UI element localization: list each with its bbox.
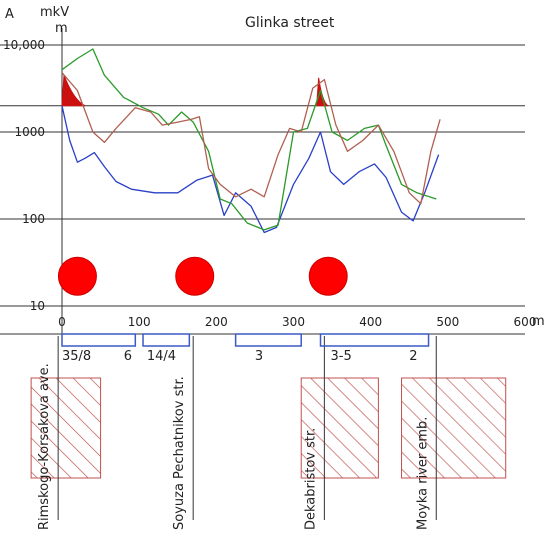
segment-label: 3 — [255, 349, 263, 364]
x-unit: m — [532, 314, 545, 329]
segment-label: 14/4 — [147, 349, 176, 364]
street-hatch-areas — [30, 377, 507, 479]
segment-box — [61, 333, 137, 347]
street-hatch — [30, 377, 102, 479]
segment-box — [319, 333, 430, 347]
series-lines — [61, 48, 441, 234]
chart-text: Glinka street A mkV m m 10,0001000100100… — [3, 5, 545, 530]
series-line — [61, 72, 441, 205]
y-tick-label: 10,000 — [3, 38, 45, 52]
marker-circle — [175, 256, 215, 296]
y-unit-a: A — [5, 7, 14, 22]
x-tick-label: 300 — [282, 315, 305, 329]
marker-circle — [308, 256, 348, 296]
street-label: Rimskogo-Korsakova ave. — [37, 363, 52, 530]
y-tick-label: 1000 — [14, 125, 45, 139]
series-line — [61, 105, 440, 234]
segment-label: 6 — [124, 349, 132, 364]
marker-circle — [57, 256, 97, 296]
peak-area — [316, 77, 329, 107]
x-tick-label: 400 — [359, 315, 382, 329]
x-tick-label: 600 — [514, 315, 537, 329]
y-tick-label: 10 — [30, 299, 45, 313]
street-label: Soyuza Pechatnikov str. — [172, 376, 187, 530]
peak-areas — [61, 74, 329, 107]
y-unit-m: m — [55, 21, 68, 36]
segment-box — [142, 333, 191, 347]
segment-label: 2 — [409, 349, 417, 364]
series-line — [61, 48, 437, 231]
segment-label: 35/8 — [62, 349, 91, 364]
y-unit-mkv: mkV — [40, 5, 69, 20]
x-tick-label: 200 — [205, 315, 228, 329]
chart-title: Glinka street — [245, 15, 335, 31]
street-lines — [57, 336, 437, 520]
y-tick-label: 100 — [22, 212, 45, 226]
street-hatch — [401, 377, 507, 479]
x-tick-label: 500 — [436, 315, 459, 329]
marker-circles — [57, 256, 348, 296]
x-tick-label: 100 — [128, 315, 151, 329]
street-label: Moyka river emb. — [415, 417, 430, 530]
segments — [61, 333, 430, 347]
segment-label: 3-5 — [331, 349, 352, 364]
segment-box — [234, 333, 302, 347]
street-hatch — [300, 377, 379, 479]
street-label: Dekabristov str. — [303, 428, 318, 530]
x-tick-label: 0 — [58, 315, 66, 329]
